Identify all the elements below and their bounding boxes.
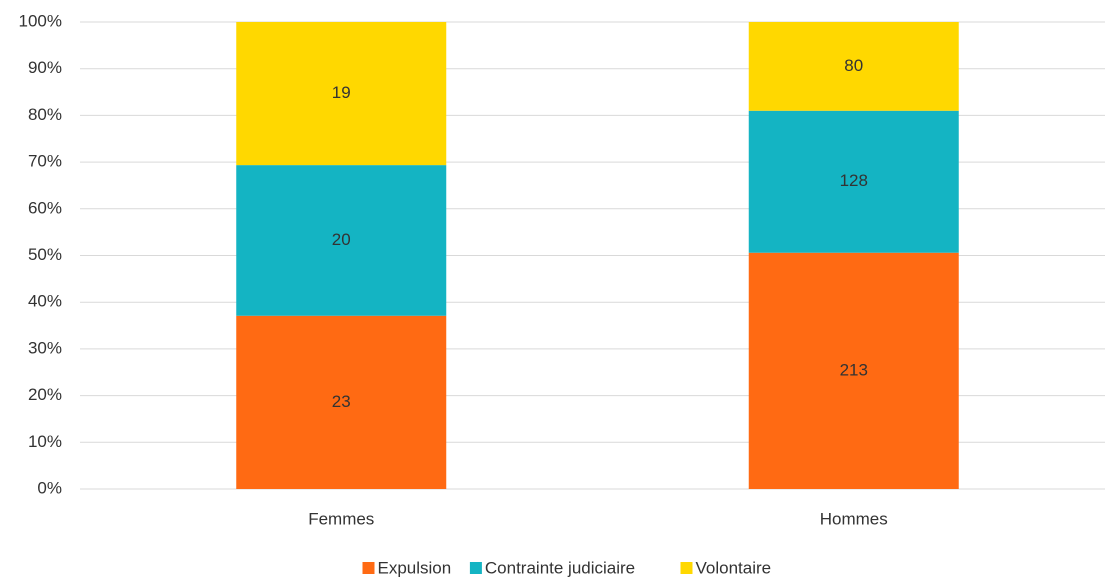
y-tick-label: 50%	[28, 245, 62, 264]
bar-segment	[236, 165, 447, 316]
y-tick-label: 60%	[28, 198, 62, 217]
legend-swatch	[469, 562, 482, 574]
y-tick-label: 40%	[28, 292, 62, 311]
data-label: 19	[332, 83, 351, 102]
bar-segment	[236, 315, 447, 489]
y-tick-label: 0%	[37, 478, 62, 497]
legend-label: Expulsion	[378, 558, 452, 577]
y-tick-label: 30%	[28, 338, 62, 357]
y-tick-label: 70%	[28, 152, 62, 171]
bar-segment	[236, 22, 447, 166]
y-tick-label: 20%	[28, 385, 62, 404]
x-tick-label: Hommes	[820, 509, 888, 528]
data-label: 128	[840, 171, 868, 190]
data-label: 20	[332, 230, 351, 249]
bar-segment	[748, 22, 959, 111]
data-label: 213	[840, 360, 868, 379]
data-label: 80	[844, 56, 863, 75]
bar-segment	[748, 110, 959, 253]
bar-segment	[748, 252, 959, 489]
legend-label: Contrainte judiciaire	[485, 558, 635, 577]
legend-label: Volontaire	[696, 558, 772, 577]
y-tick-label: 90%	[28, 58, 62, 77]
x-tick-label: Femmes	[308, 509, 374, 528]
legend-swatch	[362, 562, 375, 574]
data-label: 23	[332, 392, 351, 411]
legend-swatch	[680, 562, 693, 574]
y-tick-label: 10%	[28, 432, 62, 451]
y-tick-label: 80%	[28, 105, 62, 124]
y-tick-label: 100%	[19, 11, 62, 30]
